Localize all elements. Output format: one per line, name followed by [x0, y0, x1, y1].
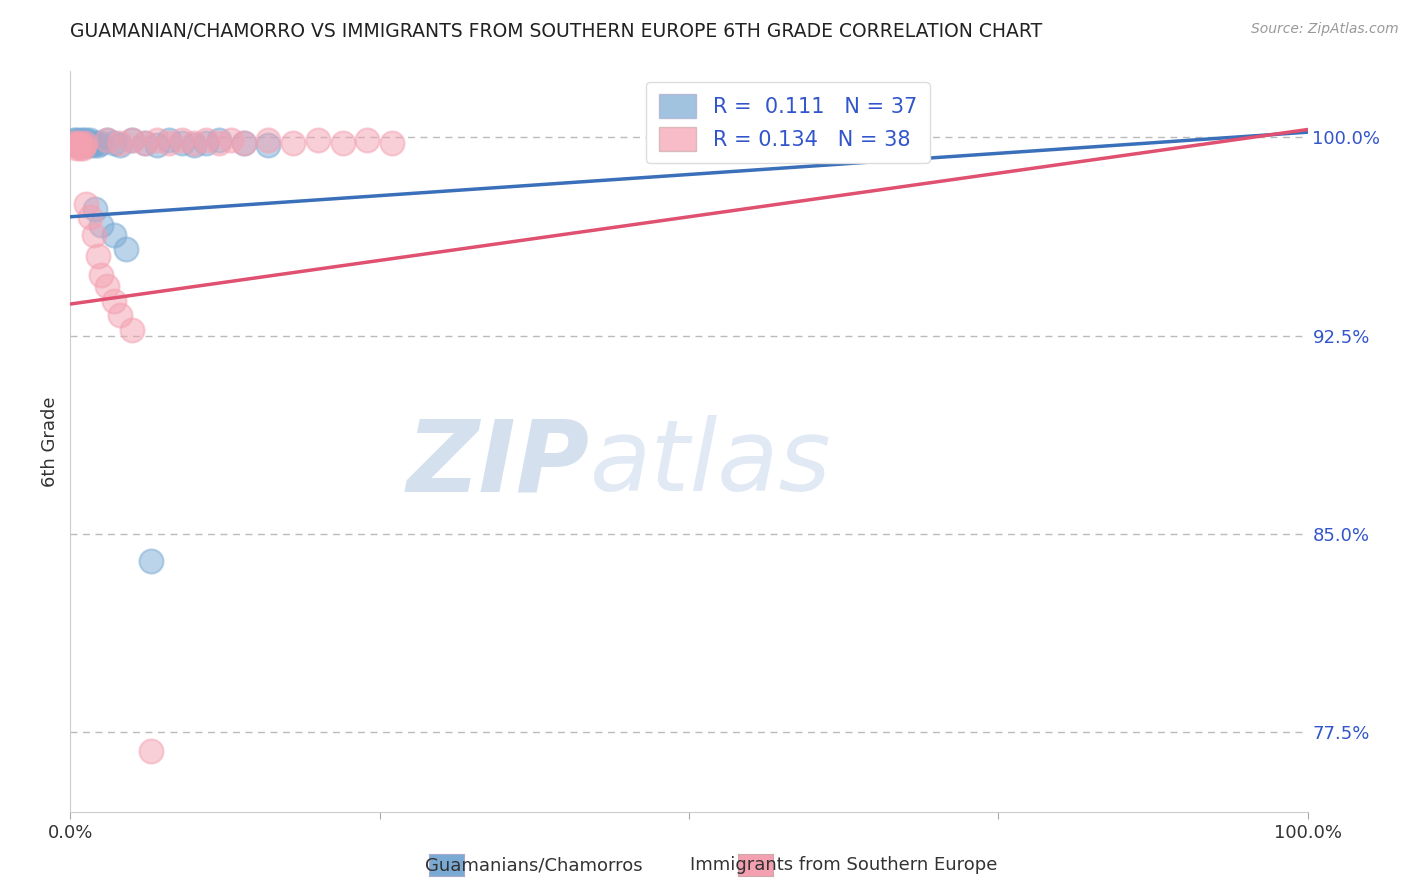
Point — [103, 136, 125, 150]
Point — [66, 138, 89, 153]
Point — [139, 744, 162, 758]
Point — [232, 136, 254, 150]
Point — [63, 138, 86, 153]
Point — [157, 133, 180, 147]
Point — [66, 138, 89, 153]
Point — [90, 218, 112, 232]
Text: ZIP: ZIP — [406, 416, 591, 512]
Point — [103, 228, 125, 243]
Point — [69, 133, 91, 147]
Text: Source: ZipAtlas.com: Source: ZipAtlas.com — [1251, 22, 1399, 37]
Point — [73, 136, 96, 150]
Legend: R =  0.111   N = 37, R = 0.134   N = 38: R = 0.111 N = 37, R = 0.134 N = 38 — [647, 82, 929, 163]
Point — [183, 136, 205, 150]
Point — [79, 133, 101, 147]
Text: GUAMANIAN/CHAMORRO VS IMMIGRANTS FROM SOUTHERN EUROPE 6TH GRADE CORRELATION CHAR: GUAMANIAN/CHAMORRO VS IMMIGRANTS FROM SO… — [70, 22, 1043, 41]
Point — [257, 133, 280, 147]
Point — [86, 138, 108, 153]
Point — [170, 133, 193, 147]
Point — [63, 133, 86, 147]
Point — [281, 136, 304, 150]
Point — [134, 136, 156, 150]
Point — [89, 136, 111, 150]
Point — [80, 136, 103, 150]
Text: Guamanians/Chamorros: Guamanians/Chamorros — [426, 856, 643, 874]
Point — [67, 136, 90, 150]
Point — [75, 136, 97, 150]
Y-axis label: 6th Grade: 6th Grade — [41, 396, 59, 487]
Point — [70, 138, 93, 153]
Point — [65, 133, 87, 147]
Point — [72, 133, 94, 147]
Point — [73, 138, 96, 153]
Point — [67, 136, 90, 150]
Point — [307, 133, 329, 147]
Point — [69, 141, 91, 155]
Point — [108, 136, 131, 150]
Point — [96, 133, 118, 147]
Point — [72, 141, 94, 155]
Point — [86, 250, 108, 264]
Point — [84, 202, 107, 216]
Point — [157, 136, 180, 150]
Point — [183, 138, 205, 153]
Point — [84, 136, 107, 150]
Point — [257, 138, 280, 153]
Point — [76, 136, 98, 150]
Point — [79, 210, 101, 224]
Point — [208, 136, 231, 150]
Point — [108, 138, 131, 153]
Point — [75, 133, 97, 147]
Point — [146, 138, 169, 153]
Text: atlas: atlas — [591, 416, 831, 512]
Point — [75, 138, 97, 153]
Text: Immigrants from Southern Europe: Immigrants from Southern Europe — [690, 856, 997, 874]
Point — [356, 133, 378, 147]
Point — [381, 136, 404, 150]
Point — [70, 138, 93, 153]
Point — [77, 138, 100, 153]
Point — [332, 136, 354, 150]
Point — [208, 133, 231, 147]
Point — [65, 136, 87, 150]
Point — [108, 308, 131, 322]
Point — [115, 242, 138, 256]
Point — [195, 136, 218, 150]
Point — [96, 278, 118, 293]
Point — [83, 228, 105, 243]
Point — [170, 136, 193, 150]
Point — [121, 133, 143, 147]
Point — [65, 136, 87, 150]
Point — [146, 133, 169, 147]
Point — [103, 294, 125, 309]
Point — [82, 138, 104, 153]
Point — [65, 141, 87, 155]
Point — [75, 196, 97, 211]
Point — [139, 553, 162, 567]
Point — [195, 133, 218, 147]
Point — [134, 136, 156, 150]
Point — [121, 323, 143, 337]
Point — [232, 136, 254, 150]
Point — [90, 268, 112, 282]
Point — [121, 133, 143, 147]
Point — [219, 133, 242, 147]
Point — [96, 133, 118, 147]
